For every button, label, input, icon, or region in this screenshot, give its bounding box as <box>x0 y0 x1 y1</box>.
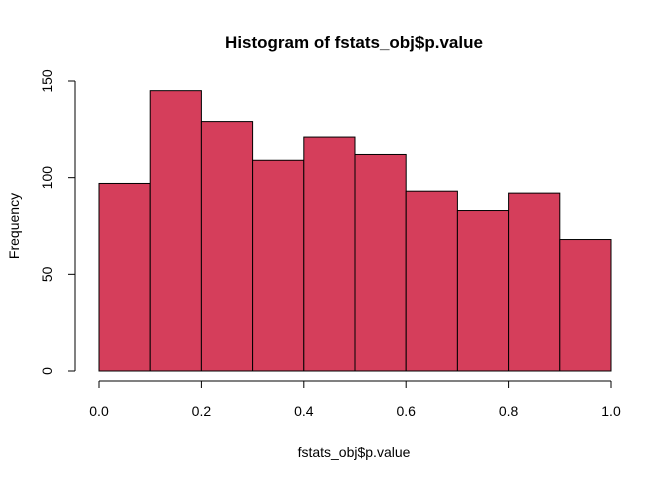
x-tick-label: 1.0 <box>601 403 621 419</box>
histogram-bar <box>303 136 356 372</box>
y-tick-label: 0 <box>39 367 55 375</box>
x-axis: 0.0 0.2 0.4 0.6 0.8 1.0 <box>89 380 621 419</box>
histogram-bar <box>252 159 305 372</box>
histogram-bar <box>405 190 458 372</box>
y-axis: 0 50 100 150 <box>39 69 76 375</box>
x-tick-label: 0.4 <box>294 403 314 419</box>
histogram-bar <box>559 239 612 372</box>
histogram-bar <box>200 121 254 372</box>
y-axis-label: Frequency <box>6 193 22 259</box>
histogram-bar <box>149 90 202 372</box>
x-tick-label: 0.0 <box>89 403 109 419</box>
histogram-bar <box>98 182 151 372</box>
x-tick-label: 0.8 <box>499 403 519 419</box>
bars-group <box>98 90 612 372</box>
histogram-bar <box>508 192 561 372</box>
x-tick-label: 0.6 <box>396 403 416 419</box>
chart-title: Histogram of fstats_obj$p.value <box>225 33 483 52</box>
y-tick-label: 50 <box>39 266 55 282</box>
y-tick-label: 150 <box>39 69 55 93</box>
histogram-bar <box>354 153 407 372</box>
x-axis-label: fstats_obj$p.value <box>298 444 411 460</box>
histogram-bar <box>456 210 510 372</box>
x-tick-label: 0.2 <box>192 403 212 419</box>
y-tick-label: 100 <box>39 166 55 190</box>
